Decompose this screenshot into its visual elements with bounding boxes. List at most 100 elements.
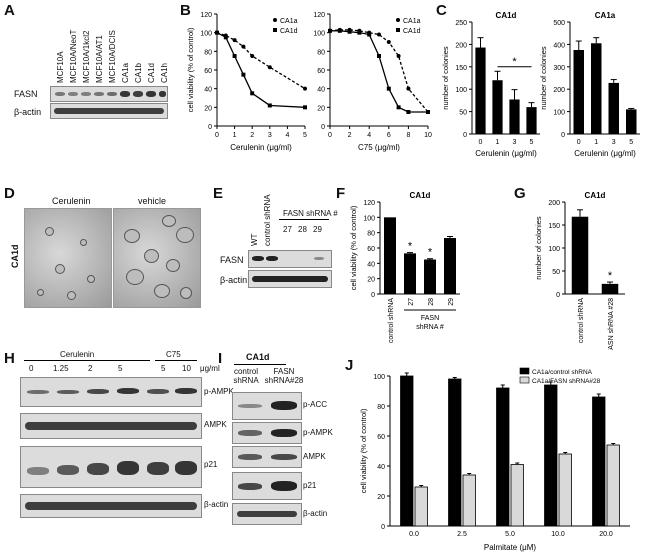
y-tick-label: 250 — [455, 20, 467, 27]
lane-label: FASN shRNA#28 — [264, 367, 304, 385]
x-tick-label: 3 — [268, 132, 272, 139]
e-beta-actin-blot — [248, 270, 332, 288]
panel-label-i: I — [218, 350, 223, 367]
bar — [404, 253, 416, 294]
data-point — [223, 35, 228, 40]
y-tick-label: 200 — [455, 42, 467, 49]
lane-number: 28 — [298, 225, 307, 234]
x-tick-label: 3 — [513, 139, 517, 146]
data-point — [241, 72, 246, 77]
x-tick-label: 20.0 — [599, 531, 613, 538]
blot-row-label: β-actin — [204, 500, 229, 509]
data-point — [267, 65, 272, 70]
blot-row-label: FASN — [14, 89, 38, 99]
y-tick-label: 120 — [313, 12, 325, 19]
x-tick-label: FASN shRNA #28 — [608, 298, 615, 350]
blot-row-label: p21 — [204, 460, 218, 469]
group-label: C75 — [166, 350, 181, 359]
data-point — [426, 110, 430, 114]
lane-label: control shRNA — [263, 194, 272, 246]
y-tick-label: 150 — [548, 223, 560, 230]
blot-row-label: p-AMPK — [303, 428, 333, 437]
chart-title: CA1d — [410, 191, 431, 200]
bar — [414, 486, 428, 527]
lane-label: MCF10A — [56, 51, 65, 83]
x-tick-label: 1 — [594, 139, 598, 146]
y-tick-label: 0 — [371, 292, 375, 299]
chart-title: CA1d — [585, 191, 606, 200]
panel-label-b: B — [180, 2, 191, 19]
y-tick-label: 200 — [548, 200, 560, 207]
legend-marker — [273, 18, 277, 22]
y-tick-label: 40 — [367, 261, 375, 268]
data-point — [377, 54, 381, 58]
panel-label-g: G — [514, 185, 526, 202]
y-axis-label: cell viability (% of control) — [186, 27, 195, 112]
bar — [526, 107, 537, 134]
y-axis-label: cell viability (% of control) — [349, 205, 358, 290]
y-tick-label: 60 — [377, 434, 385, 441]
legend-label: CA1d — [280, 28, 298, 35]
lane-label: MCF10A/1kcl2 — [82, 30, 91, 83]
y-tick-label: 300 — [553, 65, 565, 72]
x-tick-label: 5 — [530, 139, 534, 146]
significance-star: * — [608, 270, 613, 282]
blot-row-label: p21 — [303, 481, 317, 490]
e-fasn-blot — [248, 250, 332, 268]
y-tick-label: 0 — [556, 292, 560, 299]
group-line — [24, 360, 150, 361]
data-point — [232, 38, 237, 43]
x-tick-label: 5 — [303, 132, 307, 139]
fasn-blot — [50, 86, 168, 102]
micrograph-title: vehicle — [138, 196, 167, 206]
data-point — [396, 105, 401, 110]
y-tick-label: 500 — [553, 20, 565, 27]
lane-label: MCF10A/AT1 — [95, 35, 104, 83]
panel-label-c: C — [436, 2, 447, 19]
bar — [510, 464, 524, 527]
h-p21-blot — [20, 446, 202, 488]
lane-label: control shRNA — [228, 367, 264, 385]
y-tick-label: 60 — [317, 68, 325, 75]
panel-label-h: H — [4, 350, 15, 367]
bar — [608, 82, 619, 134]
lane-number: 29 — [313, 225, 322, 234]
lane-label-text: control shRNA — [233, 367, 259, 385]
data-point — [328, 28, 332, 33]
lane-number: 27 — [283, 225, 292, 234]
bar — [626, 109, 637, 134]
series-line — [329, 29, 429, 113]
y-tick-label: 120 — [363, 200, 375, 207]
y-tick-label: 20 — [204, 105, 212, 112]
x-axis-label: Cerulenin (μg/ml) — [230, 143, 292, 152]
x-tick-label: 0 — [577, 139, 581, 146]
dose-label: 10 — [182, 364, 191, 373]
y-tick-label: 60 — [204, 68, 212, 75]
x-tick-label: 4 — [367, 132, 371, 139]
lane-label: MCF10A/NeoT — [69, 29, 78, 83]
lane-label: MCF10A/DCIS — [108, 30, 117, 83]
legend-swatch — [519, 376, 530, 384]
y-tick-label: 60 — [367, 246, 375, 253]
blot-row-label: AMPK — [204, 420, 227, 429]
data-point — [406, 110, 411, 114]
blot-row-label: β-actin — [220, 275, 248, 285]
y-tick-label: 80 — [367, 231, 375, 238]
blot-row-label: p-AMPK — [204, 387, 234, 396]
x-tick-label: control shRNA — [578, 298, 585, 343]
panel-label-f: F — [336, 185, 346, 202]
panel-label-e: E — [213, 185, 224, 202]
chart-title: CA1d — [496, 11, 517, 20]
legend-label: CA1d — [403, 28, 421, 35]
bar — [448, 378, 462, 527]
bar — [509, 99, 520, 134]
y-tick-label: 40 — [204, 87, 212, 94]
y-tick-label: 200 — [553, 87, 565, 94]
y-tick-label: 80 — [377, 404, 385, 411]
legend-label: CA1a/control shRNA — [532, 369, 593, 376]
y-tick-label: 0 — [561, 132, 565, 139]
bar — [384, 217, 396, 294]
y-tick-label: 0 — [381, 524, 385, 531]
data-point — [367, 32, 372, 37]
